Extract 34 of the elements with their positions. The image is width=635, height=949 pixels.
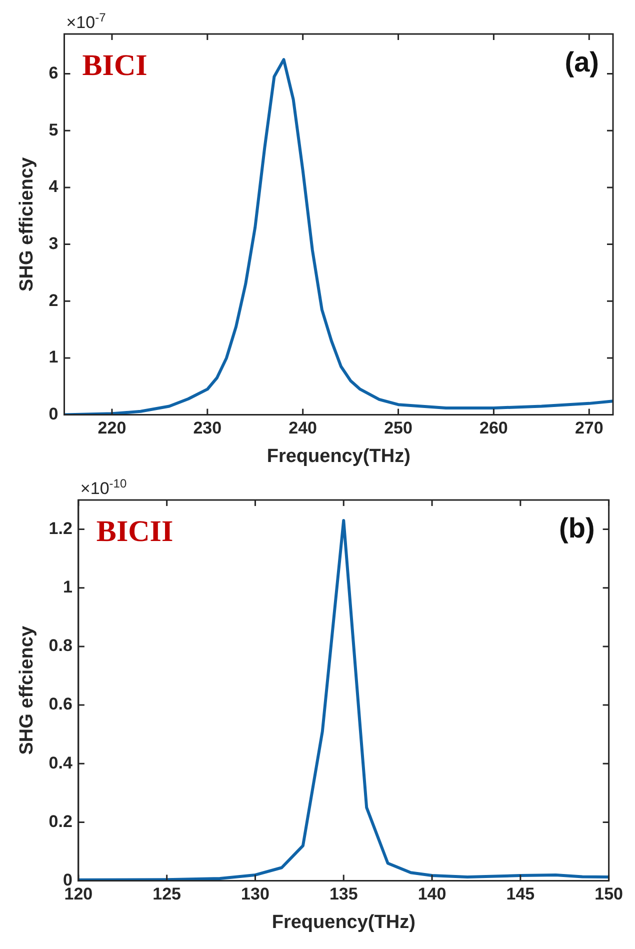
y-tick-label: 0 (48, 404, 58, 424)
x-tick-label: 145 (506, 884, 535, 904)
x-tick-label: 150 (594, 884, 624, 904)
y-tick-label: 0.4 (48, 753, 73, 772)
x-tick-label: 130 (241, 884, 270, 904)
y-tick-label: 1 (48, 348, 58, 367)
x-tick-label: 250 (384, 418, 412, 438)
y-tick-label: 1 (62, 578, 72, 597)
y-tick-label: 1.2 (48, 518, 72, 538)
annotation: (b) (559, 512, 595, 544)
x-tick-label: 140 (418, 884, 446, 904)
annotation: BICI (82, 48, 148, 82)
x-tick-label: 230 (193, 418, 222, 438)
y-tick-label: 2 (48, 290, 58, 310)
y-axis-title: SHG effciency (16, 626, 38, 755)
y-tick-label: 0.2 (48, 812, 72, 831)
x-tick-label: 120 (64, 884, 93, 904)
x-tick-label: 125 (152, 884, 182, 904)
x-axis-title: Frequency(THz) (272, 912, 416, 933)
x-tick-label: 240 (288, 418, 318, 438)
x-tick-label: 260 (480, 418, 508, 438)
y-axis-title: SHG efficiency (16, 156, 38, 292)
y-tick-label: 4 (48, 177, 59, 196)
annotation: BICII (96, 514, 174, 548)
x-tick-label: 270 (574, 418, 604, 438)
y-tick-label: 0.6 (48, 694, 72, 714)
x-axis-title: Frequency(THz) (266, 446, 410, 467)
y-tick-label: 0.8 (48, 636, 72, 656)
y-tick-label: 3 (48, 234, 58, 253)
x-tick-label: 220 (98, 418, 126, 438)
x-tick-label: 135 (329, 884, 358, 904)
annotation: (a) (564, 46, 599, 78)
y-tick-label: 6 (48, 63, 58, 82)
y-tick-label: 5 (48, 120, 58, 140)
